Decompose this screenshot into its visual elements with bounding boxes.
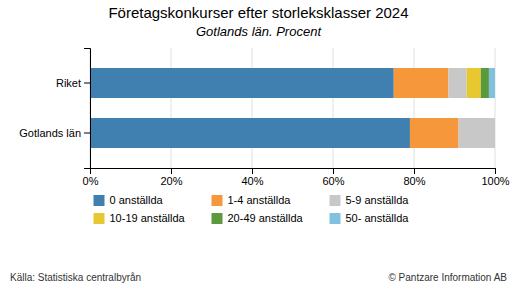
tick-label: 20% <box>160 175 182 187</box>
bar <box>394 68 449 98</box>
bar <box>410 118 459 148</box>
legend-label: 20-49 anställda <box>228 212 304 224</box>
legend-label: 50- anställda <box>346 212 410 224</box>
bar <box>448 68 466 98</box>
legend-swatch <box>330 195 341 206</box>
title: Företagskonkurser efter storleksklasser … <box>108 4 408 21</box>
bar <box>90 68 394 98</box>
grid-line <box>171 48 172 168</box>
tick: 20% <box>160 168 182 187</box>
y-axis: Riket Gotlands län <box>19 49 90 169</box>
legend-swatch <box>94 195 105 206</box>
legend-swatch <box>212 213 223 224</box>
legend-item: 20-49 anställda <box>212 212 304 224</box>
bar <box>459 118 495 148</box>
tick-mark <box>414 168 415 174</box>
tick-mark <box>495 168 496 174</box>
annotation: © Pantzare Information AB <box>388 272 507 283</box>
legend-swatch <box>94 213 105 224</box>
axis-line <box>91 169 496 175</box>
tick-label: 0% <box>83 175 99 187</box>
legend: 0 anställda 1-4 anställda 5-9 anställda 10-… <box>94 194 410 224</box>
grid <box>90 48 495 168</box>
legend-label: 1-4 anställda <box>228 194 292 206</box>
legend-item: 10-19 anställda <box>94 212 186 224</box>
subtitle: Gotlands län. Procent <box>196 24 322 39</box>
legend-swatch <box>330 213 341 224</box>
legend-label: 0 anställda <box>110 194 164 206</box>
series <box>448 68 495 148</box>
grid-line <box>333 48 334 168</box>
tick-mark <box>84 83 90 84</box>
legend-item: 50- anställda <box>330 212 410 224</box>
legend-item: 0 anställda <box>94 194 164 206</box>
bar <box>495 118 496 148</box>
series <box>481 68 489 98</box>
tick-label: 60% <box>322 175 344 187</box>
tick-mark <box>252 168 253 174</box>
bar <box>481 68 489 98</box>
tick-mark <box>333 168 334 174</box>
grid-line <box>495 48 496 168</box>
annotation: Källa: Statistiska centralbyrån <box>10 272 141 283</box>
tick-mark <box>171 168 172 174</box>
tick-label: Gotlands län <box>19 127 81 139</box>
series <box>467 68 481 98</box>
axis-line <box>84 49 91 169</box>
tick: Gotlands län <box>19 127 90 139</box>
legend-item: 1-4 anställda <box>212 194 292 206</box>
tick: 0% <box>83 168 99 187</box>
chart: Företagskonkurser efter storleksklasser … <box>0 0 517 287</box>
x-axis: 0% 20% 40% 60% 80% 100% <box>83 168 510 187</box>
series <box>489 68 495 98</box>
legend-item: 5-9 anställda <box>330 194 410 206</box>
bar <box>467 68 481 98</box>
tick-mark <box>84 133 90 134</box>
grid-line <box>414 48 415 168</box>
series <box>90 68 410 148</box>
tick: 60% <box>322 168 344 187</box>
bar <box>495 118 496 148</box>
bars <box>90 68 495 148</box>
tick-label: 80% <box>403 175 425 187</box>
tick-label: 100% <box>481 175 509 187</box>
tick-label: 40% <box>241 175 263 187</box>
tick: 40% <box>241 168 263 187</box>
legend-label: 10-19 anställda <box>110 212 186 224</box>
tick-label: Riket <box>56 77 81 89</box>
tick: Riket <box>56 77 90 89</box>
legend-label: 5-9 anställda <box>346 194 410 206</box>
tick: 100% <box>481 168 509 187</box>
grid-line <box>252 48 253 168</box>
legend-swatch <box>212 195 223 206</box>
bar <box>489 68 495 98</box>
bar <box>495 118 496 148</box>
bar <box>90 118 410 148</box>
tick: 80% <box>403 168 425 187</box>
